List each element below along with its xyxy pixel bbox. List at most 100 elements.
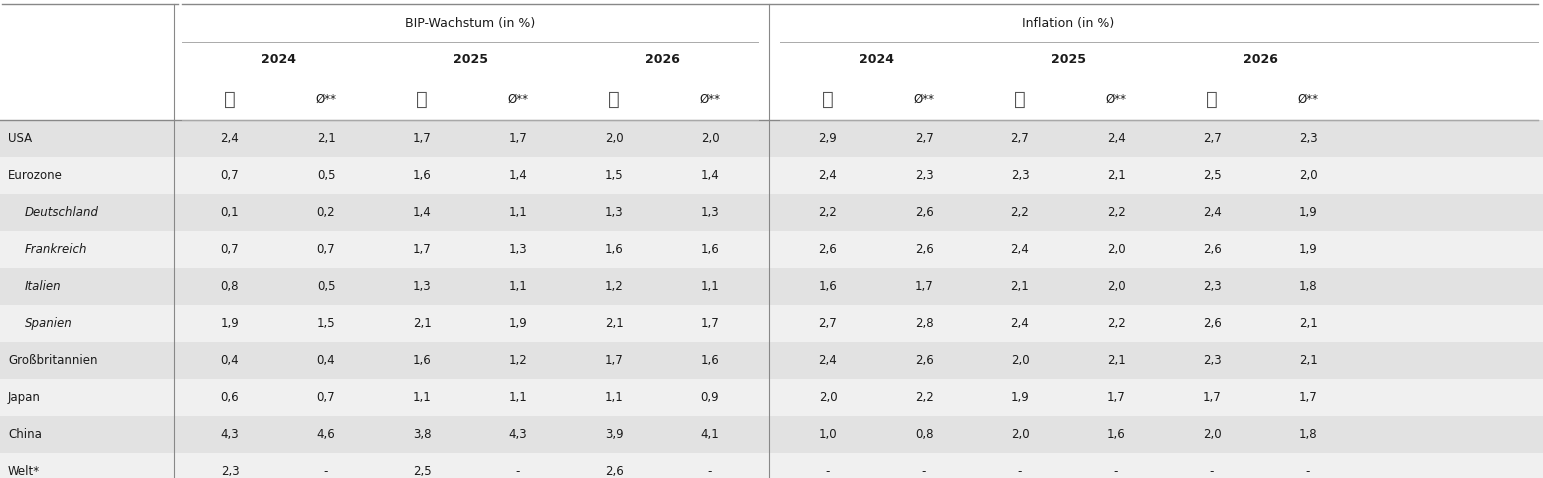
Text: 2,6: 2,6 xyxy=(915,354,934,367)
Text: Inflation (in %): Inflation (in %) xyxy=(1021,17,1114,30)
Text: 2025: 2025 xyxy=(452,54,488,66)
Text: 1,1: 1,1 xyxy=(605,391,623,404)
Text: Italien: Italien xyxy=(25,280,62,293)
Text: 1,1: 1,1 xyxy=(509,206,528,219)
Text: Japan: Japan xyxy=(8,391,40,404)
Text: -: - xyxy=(324,465,329,478)
Text: Ø**: Ø** xyxy=(699,93,721,106)
Text: 2,4: 2,4 xyxy=(1106,132,1125,145)
Text: 2,0: 2,0 xyxy=(1299,169,1318,182)
Text: 1,5: 1,5 xyxy=(316,317,335,330)
Text: 1,7: 1,7 xyxy=(1106,391,1125,404)
Bar xyxy=(0,453,1543,478)
Text: 2,3: 2,3 xyxy=(221,465,239,478)
Text: BIP-Wachstum (in %): BIP-Wachstum (in %) xyxy=(404,17,535,30)
Text: 1,4: 1,4 xyxy=(509,169,528,182)
Text: 2,0: 2,0 xyxy=(1106,280,1125,293)
Text: 4,6: 4,6 xyxy=(316,428,335,441)
Text: 0,6: 0,6 xyxy=(221,391,239,404)
Text: 1,9: 1,9 xyxy=(1011,391,1029,404)
Text: 2,7: 2,7 xyxy=(819,317,838,330)
Text: ⛨: ⛨ xyxy=(417,89,427,109)
Text: 1,1: 1,1 xyxy=(412,391,432,404)
Bar xyxy=(0,120,1543,157)
Text: 2,0: 2,0 xyxy=(1011,428,1029,441)
Bar xyxy=(0,305,1543,342)
Text: 2,4: 2,4 xyxy=(819,169,838,182)
Text: 1,2: 1,2 xyxy=(605,280,623,293)
Text: 2,4: 2,4 xyxy=(1011,243,1029,256)
Text: Frankreich: Frankreich xyxy=(25,243,88,256)
Text: 2,1: 2,1 xyxy=(1011,280,1029,293)
Text: 1,0: 1,0 xyxy=(819,428,838,441)
Text: -: - xyxy=(1018,465,1021,478)
Text: 1,6: 1,6 xyxy=(701,243,719,256)
Text: 1,6: 1,6 xyxy=(819,280,838,293)
Text: Spanien: Spanien xyxy=(25,317,73,330)
Text: 1,6: 1,6 xyxy=(412,169,432,182)
Text: 0,1: 0,1 xyxy=(221,206,239,219)
Text: -: - xyxy=(826,465,830,478)
Text: 2,2: 2,2 xyxy=(1106,206,1125,219)
Text: 4,3: 4,3 xyxy=(221,428,239,441)
Text: 1,8: 1,8 xyxy=(1299,428,1318,441)
Bar xyxy=(0,342,1543,379)
Text: 1,3: 1,3 xyxy=(701,206,719,219)
Text: 2,3: 2,3 xyxy=(915,169,934,182)
Bar xyxy=(0,416,1543,453)
Text: 2,7: 2,7 xyxy=(1011,132,1029,145)
Text: 1,8: 1,8 xyxy=(1299,280,1318,293)
Text: 2,2: 2,2 xyxy=(915,391,934,404)
Text: 1,2: 1,2 xyxy=(509,354,528,367)
Text: 2,8: 2,8 xyxy=(915,317,934,330)
Text: 2,3: 2,3 xyxy=(1299,132,1318,145)
Text: 2,4: 2,4 xyxy=(819,354,838,367)
Text: 1,9: 1,9 xyxy=(509,317,528,330)
Bar xyxy=(0,379,1543,416)
Text: 2,2: 2,2 xyxy=(819,206,838,219)
Text: 2,6: 2,6 xyxy=(915,206,934,219)
Text: 2,1: 2,1 xyxy=(605,317,623,330)
Text: 0,5: 0,5 xyxy=(316,169,335,182)
Text: 2025: 2025 xyxy=(1051,54,1085,66)
Text: Deutschland: Deutschland xyxy=(25,206,99,219)
Text: 1,4: 1,4 xyxy=(701,169,719,182)
Text: 1,6: 1,6 xyxy=(1106,428,1125,441)
Text: 2,1: 2,1 xyxy=(1299,354,1318,367)
Text: -: - xyxy=(921,465,926,478)
Text: 2,5: 2,5 xyxy=(1202,169,1222,182)
Text: 2,1: 2,1 xyxy=(316,132,335,145)
Text: 2,9: 2,9 xyxy=(819,132,838,145)
Text: 2,2: 2,2 xyxy=(1011,206,1029,219)
Text: 1,9: 1,9 xyxy=(1299,243,1318,256)
Bar xyxy=(0,268,1543,305)
Text: 2,7: 2,7 xyxy=(1202,132,1222,145)
Text: 1,7: 1,7 xyxy=(509,132,528,145)
Bar xyxy=(0,4,1543,120)
Text: 2026: 2026 xyxy=(645,54,679,66)
Text: 0,7: 0,7 xyxy=(316,391,335,404)
Text: 2,4: 2,4 xyxy=(1202,206,1222,219)
Text: 2,0: 2,0 xyxy=(1202,428,1222,441)
Text: 1,3: 1,3 xyxy=(605,206,623,219)
Text: 2,1: 2,1 xyxy=(412,317,432,330)
Text: ⛨: ⛨ xyxy=(822,89,833,109)
Text: Ø**: Ø** xyxy=(913,93,935,106)
Text: 1,6: 1,6 xyxy=(605,243,623,256)
Text: -: - xyxy=(1210,465,1214,478)
Text: 2,6: 2,6 xyxy=(605,465,623,478)
Text: ⛨: ⛨ xyxy=(1207,89,1217,109)
Text: 0,5: 0,5 xyxy=(316,280,335,293)
Text: 1,7: 1,7 xyxy=(605,354,623,367)
Text: 2,6: 2,6 xyxy=(915,243,934,256)
Text: Welt*: Welt* xyxy=(8,465,40,478)
Text: 1,1: 1,1 xyxy=(509,280,528,293)
Text: 2026: 2026 xyxy=(1242,54,1278,66)
Text: 1,7: 1,7 xyxy=(412,132,432,145)
Text: 2,1: 2,1 xyxy=(1299,317,1318,330)
Text: 1,9: 1,9 xyxy=(1299,206,1318,219)
Text: 2,6: 2,6 xyxy=(819,243,838,256)
Bar xyxy=(0,231,1543,268)
Text: 2,4: 2,4 xyxy=(221,132,239,145)
Text: 1,7: 1,7 xyxy=(915,280,934,293)
